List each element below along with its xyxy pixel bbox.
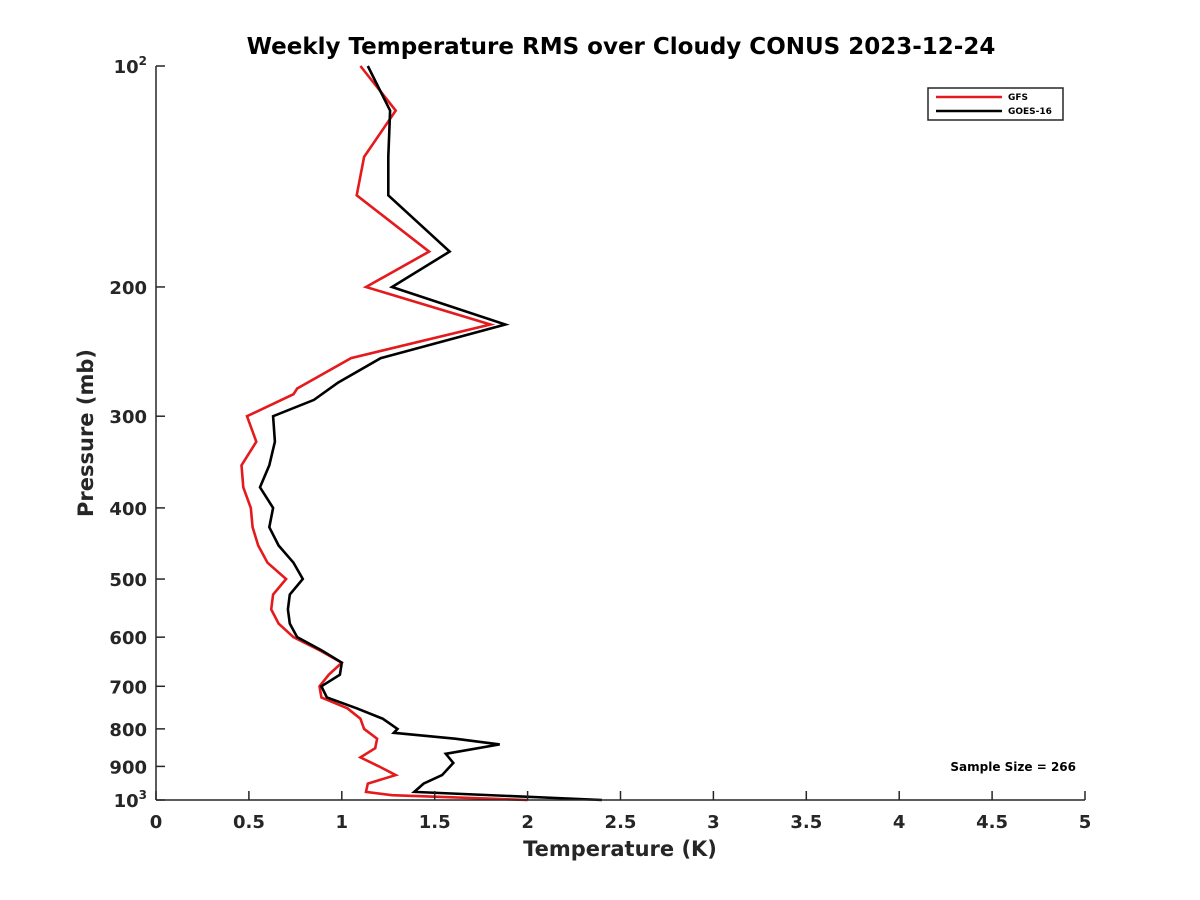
x-tick-label: 0.5 [233,812,265,833]
y-tick-label: 500 [109,570,147,591]
legend-label-gfs: GFS [1008,93,1028,103]
x-tick-label: 0 [150,812,163,833]
x-tick-label: 4 [893,812,906,833]
y-tick-label: 200 [109,278,147,299]
y-tick-label: 300 [109,407,147,428]
x-axis-label: Temperature (K) [523,837,717,861]
x-tick-label: 2 [521,812,534,833]
y-tick-label: 600 [109,628,147,649]
axes [155,66,1085,801]
sample-size-annotation: Sample Size = 266 [950,760,1076,774]
y-tick-label: 103 [114,788,147,812]
x-tick-label: 3.5 [790,812,822,833]
plot-area [240,65,602,802]
chart-title: Weekly Temperature RMS over Cloudy CONUS… [247,34,996,60]
legend: GFS GOES-16 [927,87,1064,121]
x-tick-label: 3 [707,812,720,833]
x-tick-label: 1 [336,812,349,833]
x-tick-label: 5 [1079,812,1092,833]
y-axis: 102 200 300 400 500 600 700 800 900 103 [109,54,165,812]
x-tick-label: 1.5 [419,812,451,833]
y-tick-label: 800 [109,720,147,741]
y-tick-label: 400 [109,499,147,520]
x-axis: 0 0.5 1 1.5 2 2.5 3 3.5 4 4.5 5 [150,791,1092,833]
series-line-goes16 [258,65,602,802]
x-tick-label: 4.5 [976,812,1008,833]
y-tick-label: 102 [114,54,147,78]
y-tick-label: 700 [109,677,147,698]
y-axis-label: Pressure (mb) [74,349,98,517]
legend-label-goes16: GOES-16 [1008,107,1052,117]
x-tick-label: 2.5 [605,812,637,833]
y-tick-label: 900 [109,757,147,778]
series-line-gfs [240,65,528,802]
legend-box [927,87,1064,121]
